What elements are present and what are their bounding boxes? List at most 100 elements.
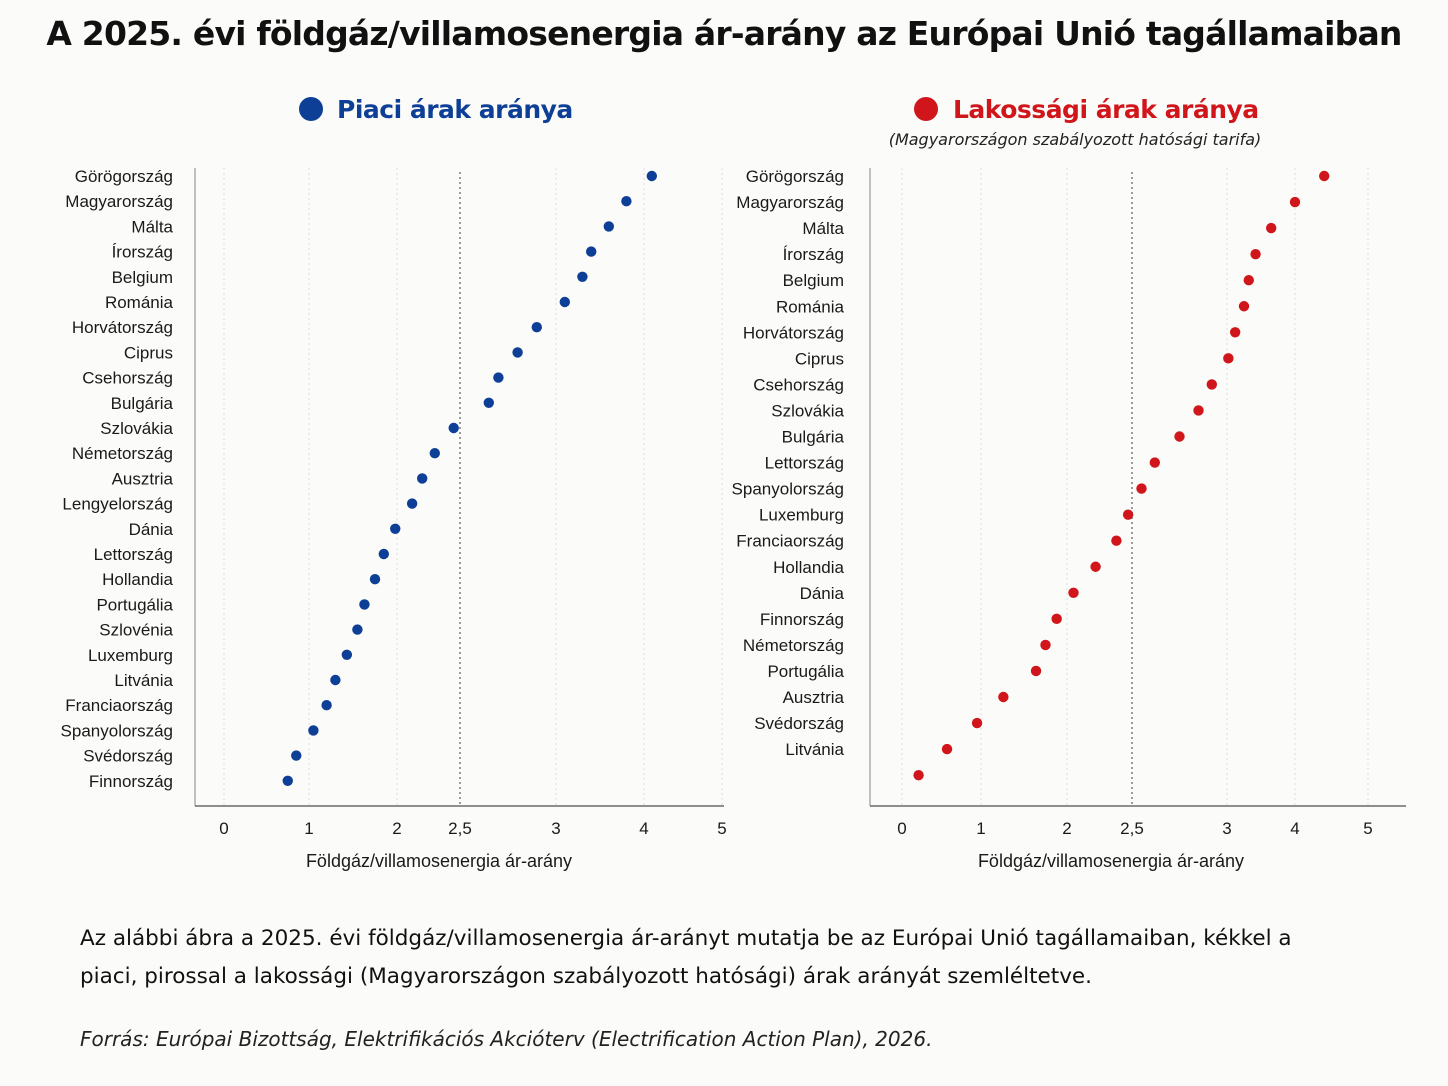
data-point: [1122, 509, 1134, 520]
data-point: [291, 750, 302, 761]
data-point: [369, 574, 381, 585]
data-point: [308, 725, 319, 736]
legend-note: (Magyarországon szabályozott hatósági ta…: [889, 130, 1262, 149]
x-tick-label: 0: [219, 819, 228, 838]
country-label: Hollandia: [773, 558, 844, 577]
country-label: Luxemburg: [88, 646, 173, 665]
data-point: [1040, 639, 1051, 651]
x-tick-label: 4: [639, 819, 648, 838]
x-tick-label: 5: [717, 819, 726, 838]
data-point: [621, 196, 632, 207]
country-label: Portugália: [767, 662, 844, 681]
data-point: [352, 624, 363, 635]
data-point: [406, 498, 418, 509]
data-point: [429, 448, 440, 459]
x-tick-label: 1: [304, 819, 313, 838]
x-tick-label: 2,5: [1120, 819, 1144, 838]
x-tick-label: 4: [1290, 819, 1299, 838]
data-point: [493, 372, 504, 383]
data-point: [359, 599, 370, 610]
country-label: Dánia: [129, 520, 174, 539]
data-point: [1136, 483, 1147, 494]
country-label: Ausztria: [783, 688, 845, 707]
x-tick-label: 1: [976, 819, 985, 838]
data-point: [1223, 353, 1234, 364]
country-label: Románia: [105, 293, 174, 312]
country-label: Svédország: [754, 714, 844, 733]
country-label: Hollandia: [102, 570, 173, 589]
country-label: Portugália: [96, 595, 173, 614]
chart-description: Az alábbi ábra a 2025. évi földgáz/villa…: [80, 926, 1292, 989]
country-label: Málta: [802, 219, 844, 238]
data-point: [941, 743, 953, 755]
x-tick-label: 5: [1363, 819, 1372, 838]
country-label: Ciprus: [124, 343, 173, 362]
data-point: [1266, 222, 1277, 234]
country-label: Szlovénia: [99, 621, 173, 640]
data-point: [586, 246, 597, 257]
country-label: Málta: [131, 217, 173, 236]
data-point: [971, 717, 983, 729]
data-point: [998, 691, 1009, 703]
data-point: [1238, 301, 1250, 312]
data-point: [1289, 196, 1301, 208]
chart-title: A 2025. évi földgáz/villamosenergia ár-a…: [46, 14, 1402, 53]
legend-marker: [299, 97, 323, 121]
country-label: Belgium: [112, 268, 173, 287]
country-label: Írország: [783, 245, 844, 264]
country-label: Dánia: [800, 584, 845, 603]
data-point: [1090, 561, 1101, 572]
country-label: Szlovákia: [771, 401, 844, 420]
country-label: Írország: [112, 243, 173, 262]
data-point: [1030, 665, 1042, 677]
source-note: Forrás: Európai Bizottság, Elektrifikáci…: [80, 1027, 933, 1051]
data-point: [577, 271, 588, 282]
country-label: Bulgária: [782, 428, 845, 447]
country-label: Horvátország: [743, 323, 844, 342]
data-point: [330, 674, 341, 686]
country-label: Spanyolország: [732, 480, 844, 499]
country-label: Magyarország: [736, 193, 844, 212]
data-point: [378, 548, 389, 560]
country-label: Luxemburg: [759, 506, 844, 525]
country-label: Finnország: [760, 610, 844, 629]
data-point: [1243, 275, 1254, 286]
country-label: Görögország: [75, 167, 173, 186]
x-tick-label: 3: [551, 819, 560, 838]
x-tick-label: 0: [897, 819, 906, 838]
country-label: Litvánia: [785, 740, 844, 759]
country-label: Ciprus: [795, 349, 844, 368]
legend-label: Piaci árak aránya: [337, 95, 573, 124]
country-label: Lengyelország: [62, 495, 173, 514]
country-label: Franciaország: [65, 696, 173, 715]
data-point: [448, 422, 459, 434]
country-label: Csehország: [753, 375, 844, 394]
country-label: Belgium: [783, 271, 844, 290]
data-point: [531, 322, 542, 333]
data-point: [1319, 170, 1330, 182]
country-label: Lettország: [765, 454, 844, 473]
x-axis-label: Földgáz/villamosenergia ár-arány: [306, 851, 572, 871]
data-point: [1149, 457, 1161, 468]
data-point: [1111, 535, 1122, 546]
x-tick-label: 2: [392, 819, 401, 838]
data-point: [321, 700, 332, 711]
country-label: Lettország: [94, 545, 173, 564]
country-label: Németország: [72, 444, 173, 463]
data-point: [1193, 405, 1204, 416]
country-label: Spanyolország: [61, 721, 173, 740]
data-point: [1250, 248, 1261, 260]
data-point: [483, 397, 494, 408]
country-label: Litvánia: [114, 671, 173, 690]
data-point: [559, 296, 570, 308]
data-point: [390, 523, 401, 534]
country-label: Görögország: [746, 167, 844, 186]
country-label: Románia: [776, 297, 845, 316]
country-label: Bulgária: [111, 394, 174, 413]
retail-price-chart: 0 1 2 2,5 3 4 5 Földgáz/villamosenergia ár-arán…: [732, 95, 1406, 871]
country-label: Horvátország: [72, 318, 173, 337]
country-label: Csehország: [82, 369, 173, 388]
x-tick-label: 2,5: [448, 819, 472, 838]
x-tick-label: 3: [1222, 819, 1231, 838]
market-price-chart: 0 1 2 2,5 3 4 5 Földgáz/villamosenergia ár-arán…: [61, 95, 727, 871]
